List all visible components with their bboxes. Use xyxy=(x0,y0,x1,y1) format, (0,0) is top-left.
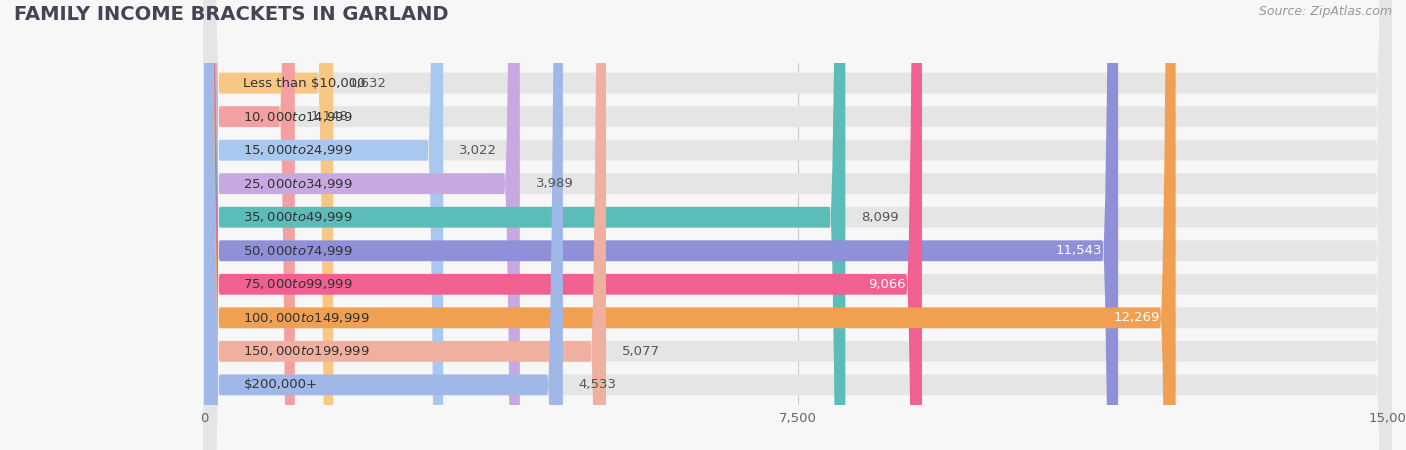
Text: $150,000 to $199,999: $150,000 to $199,999 xyxy=(243,344,370,358)
FancyBboxPatch shape xyxy=(204,0,1392,450)
Text: $25,000 to $34,999: $25,000 to $34,999 xyxy=(243,177,353,191)
Text: $10,000 to $14,999: $10,000 to $14,999 xyxy=(243,110,353,124)
Text: 12,269: 12,269 xyxy=(1114,311,1160,324)
Text: 1,632: 1,632 xyxy=(349,76,387,90)
FancyBboxPatch shape xyxy=(204,0,1392,450)
Text: $15,000 to $24,999: $15,000 to $24,999 xyxy=(243,143,353,157)
Text: $50,000 to $74,999: $50,000 to $74,999 xyxy=(243,244,353,258)
FancyBboxPatch shape xyxy=(204,0,295,450)
Text: 3,022: 3,022 xyxy=(460,144,498,157)
FancyBboxPatch shape xyxy=(204,0,1392,450)
FancyBboxPatch shape xyxy=(204,0,562,450)
FancyBboxPatch shape xyxy=(204,0,520,450)
Text: $35,000 to $49,999: $35,000 to $49,999 xyxy=(243,210,353,224)
FancyBboxPatch shape xyxy=(204,0,333,450)
Text: 8,099: 8,099 xyxy=(862,211,898,224)
FancyBboxPatch shape xyxy=(204,0,1392,450)
FancyBboxPatch shape xyxy=(204,0,606,450)
FancyBboxPatch shape xyxy=(204,0,1392,450)
Text: Less than $10,000: Less than $10,000 xyxy=(243,76,366,90)
Text: 11,543: 11,543 xyxy=(1056,244,1102,257)
FancyBboxPatch shape xyxy=(204,0,1392,450)
FancyBboxPatch shape xyxy=(204,0,922,450)
Text: 1,148: 1,148 xyxy=(311,110,349,123)
Text: 9,066: 9,066 xyxy=(869,278,905,291)
FancyBboxPatch shape xyxy=(204,0,443,450)
Text: 5,077: 5,077 xyxy=(621,345,659,358)
Text: 3,989: 3,989 xyxy=(536,177,574,190)
FancyBboxPatch shape xyxy=(204,0,1392,450)
FancyBboxPatch shape xyxy=(204,0,1392,450)
FancyBboxPatch shape xyxy=(204,0,1392,450)
FancyBboxPatch shape xyxy=(204,0,1392,450)
FancyBboxPatch shape xyxy=(204,0,1118,450)
Text: $75,000 to $99,999: $75,000 to $99,999 xyxy=(243,277,353,291)
Text: 4,533: 4,533 xyxy=(579,378,617,392)
Text: Source: ZipAtlas.com: Source: ZipAtlas.com xyxy=(1258,4,1392,18)
Text: FAMILY INCOME BRACKETS IN GARLAND: FAMILY INCOME BRACKETS IN GARLAND xyxy=(14,4,449,23)
Text: $100,000 to $149,999: $100,000 to $149,999 xyxy=(243,311,370,325)
Text: $200,000+: $200,000+ xyxy=(243,378,318,392)
FancyBboxPatch shape xyxy=(204,0,845,450)
FancyBboxPatch shape xyxy=(204,0,1175,450)
